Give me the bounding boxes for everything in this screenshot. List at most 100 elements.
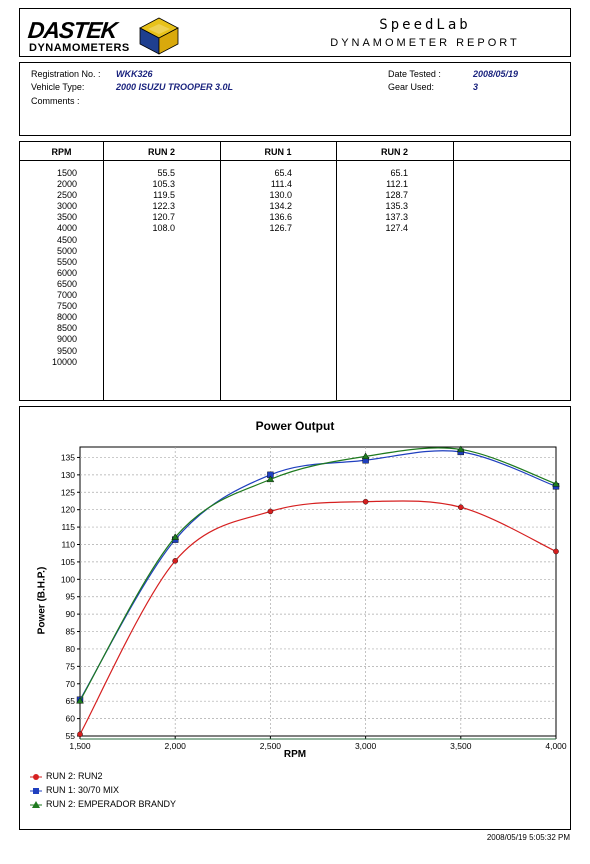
chart-plot-area: 55 60 65 70 75 80 85 90 95 100 105 110 115 120 125 130 1… — [61, 445, 567, 751]
table-cell-run2: 120.7 — [152, 212, 175, 223]
data-point — [553, 548, 559, 555]
table-cell-rpm: 9500 — [56, 345, 77, 356]
table-column-divider — [336, 142, 337, 400]
table-cell-run1: 126.7 — [269, 223, 292, 234]
x-axis-label: RPM — [283, 749, 307, 760]
table-cell-rpm: 4500 — [56, 234, 77, 245]
table-cell-run2-brandy: 128.7 — [385, 190, 408, 201]
legend-label: RUN 1: 30/70 MIX — [46, 785, 120, 795]
y-tick-label: 125 — [61, 487, 75, 497]
table-cell-rpm: 6000 — [56, 267, 77, 278]
vehicle-type-value: 2000 ISUZU TROOPER 3.0L — [116, 82, 234, 92]
table-column-run2-brandy: 65.1 112.1 128.7 135.3 137.3 127.4 — [336, 168, 408, 235]
y-tick-label: 55 — [66, 731, 76, 741]
table-cell-run2-brandy: 135.3 — [385, 201, 408, 212]
power-output-chart: Power Output Power (B.H.P.) RPM 55 60 65 70… — [19, 406, 571, 830]
y-tick-label: 70 — [66, 679, 76, 689]
y-tick-label: 65 — [66, 696, 76, 706]
table-cell-run1: 111.4 — [270, 179, 292, 190]
x-tick-label: 2,500 — [260, 741, 282, 751]
x-tick-label: 3,000 — [355, 741, 377, 751]
report-subtitle: DYNAMOMETER REPORT — [330, 37, 520, 49]
chart-title: Power Output — [255, 419, 335, 433]
report-header: DASTEK DYNAMOMETERS SpeedLab DYNAMOMETER… — [19, 8, 571, 57]
y-tick-label: 75 — [66, 661, 76, 671]
logo-sub-text: DYNAMOMETERS — [29, 42, 130, 54]
data-point — [77, 731, 83, 738]
gear-used-value: 3 — [473, 82, 479, 92]
date-tested-value: 2008/05/19 — [473, 69, 519, 79]
registration-value: WKK326 — [116, 69, 153, 79]
table-header-run2-brandy: RUN 2 — [380, 147, 408, 157]
table-cell-run2: 105.3 — [152, 179, 175, 190]
data-point — [552, 480, 560, 487]
table-cell-rpm: 9000 — [56, 334, 77, 345]
table-cell-run2-brandy: 65.1 — [390, 168, 408, 178]
comments-label: Comments : — [31, 96, 80, 106]
table-cell-run2: 122.3 — [152, 201, 175, 212]
series-line-3 — [79, 447, 557, 702]
table-cell-rpm: 8000 — [56, 312, 77, 323]
table-cell-run2: 108.0 — [152, 223, 175, 234]
table-cell-rpm: 10000 — [51, 356, 77, 367]
table-cell-run1: 134.2 — [269, 201, 292, 212]
y-tick-label: 85 — [66, 627, 76, 637]
table-header-divider — [20, 160, 570, 161]
y-tick-label: 100 — [61, 574, 75, 584]
table-column-divider — [453, 142, 454, 400]
y-tick-label: 80 — [66, 644, 76, 654]
data-point — [457, 504, 464, 511]
table-cell-rpm: 3000 — [56, 201, 77, 212]
legend-label: RUN 2: RUN2 — [46, 771, 103, 781]
table-column-run1: 65.4 111.4 130.0 134.2 136.6 126.7 — [220, 168, 292, 235]
table-cell-run2-brandy: 137.3 — [385, 212, 408, 223]
x-tick-label: 4,000 — [545, 741, 567, 751]
table-cell-run2-brandy: 127.4 — [385, 223, 408, 234]
data-point — [172, 558, 178, 564]
y-tick-label: 60 — [66, 714, 76, 724]
y-tick-label: 130 — [61, 470, 75, 480]
table-cell-rpm: 3500 — [56, 212, 77, 223]
y-tick-label: 90 — [66, 609, 76, 619]
legend-item-run2: RUN 2: RUN2 — [30, 771, 103, 781]
report-app-title: SpeedLab — [379, 17, 471, 33]
y-tick-label: 105 — [61, 557, 75, 567]
plot-frame — [79, 446, 557, 737]
data-point — [362, 498, 369, 505]
y-tick-label: 115 — [61, 522, 75, 532]
data-point — [361, 452, 370, 460]
data-point — [266, 475, 275, 483]
legend-circle-marker-icon — [30, 773, 42, 780]
logo-cube-icon — [139, 17, 179, 55]
vehicle-type-label: Vehicle Type: — [31, 82, 85, 92]
dastek-logo: DASTEK DYNAMOMETERS — [26, 15, 186, 55]
date-tested-label: Date Tested : — [388, 69, 441, 79]
table-header-rpm: RPM — [51, 147, 72, 157]
table-cell-run2: 55.5 — [157, 168, 175, 178]
table-cell-rpm: 5500 — [56, 256, 77, 267]
table-cell-run1: 136.6 — [269, 212, 292, 223]
table-header-run1: RUN 1 — [264, 147, 292, 157]
table-cell-rpm: 2000 — [56, 179, 77, 190]
data-point — [456, 445, 465, 453]
table-cell-rpm: 2500 — [56, 190, 77, 201]
x-tick-label: 2,000 — [165, 741, 187, 751]
table-cell-rpm: 7500 — [56, 301, 77, 312]
x-tick-label: 3,500 — [450, 741, 472, 751]
table-cell-run2: 119.5 — [153, 190, 175, 201]
y-tick-label: 95 — [66, 592, 76, 602]
legend-square-marker-icon — [30, 787, 42, 794]
y-tick-label: 135 — [61, 452, 75, 462]
table-cell-rpm: 5000 — [56, 245, 77, 256]
table-cell-rpm: 8500 — [56, 323, 77, 334]
legend-label: RUN 2: EMPERADOR BRANDY — [46, 799, 177, 809]
x-tick-label: 1,500 — [69, 741, 91, 751]
table-cell-run1: 65.4 — [274, 168, 292, 178]
legend-item-run2-brandy: RUN 2: EMPERADOR BRANDY — [30, 799, 176, 809]
series-line-1 — [79, 500, 557, 735]
series-line-2 — [79, 450, 557, 701]
table-cell-rpm: 4000 — [56, 223, 77, 234]
table-header-run2: RUN 2 — [147, 147, 175, 157]
table-column-run2: 55.5 105.3 119.5 122.3 120.7 108.0 — [103, 168, 175, 235]
table-cell-rpm: 6500 — [56, 278, 77, 289]
